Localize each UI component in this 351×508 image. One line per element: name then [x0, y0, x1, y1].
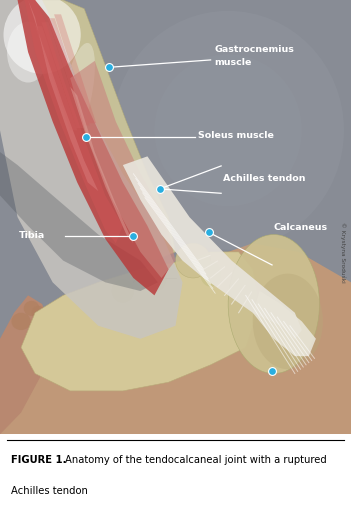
Polygon shape [21, 252, 260, 391]
Polygon shape [70, 61, 176, 278]
Ellipse shape [24, 301, 39, 316]
Ellipse shape [253, 274, 323, 369]
Polygon shape [25, 0, 123, 243]
Ellipse shape [60, 43, 95, 148]
Polygon shape [253, 291, 316, 356]
Polygon shape [48, 18, 90, 125]
Polygon shape [0, 0, 183, 339]
Point [83, 133, 89, 141]
Point [131, 232, 136, 240]
Text: Achilles tendon: Achilles tendon [11, 486, 87, 496]
Polygon shape [41, 22, 84, 128]
Ellipse shape [11, 313, 31, 330]
Point [157, 185, 163, 193]
Ellipse shape [226, 256, 349, 421]
Polygon shape [54, 14, 96, 123]
Text: © Krystyna Sroduśki: © Krystyna Sroduśki [340, 221, 346, 282]
Polygon shape [0, 295, 53, 434]
Text: Gastrocnemius: Gastrocnemius [214, 45, 294, 54]
Polygon shape [28, 0, 98, 191]
Text: FIGURE 1.: FIGURE 1. [11, 455, 66, 465]
Ellipse shape [4, 0, 81, 74]
Polygon shape [0, 243, 351, 434]
Ellipse shape [112, 279, 134, 303]
Text: Soleus muscle: Soleus muscle [198, 131, 274, 140]
Polygon shape [35, 26, 77, 131]
Ellipse shape [32, 306, 46, 320]
Text: Anatomy of the tendocalcaneal joint with a ruptured: Anatomy of the tendocalcaneal joint with… [65, 455, 327, 465]
Ellipse shape [228, 235, 319, 373]
Polygon shape [0, 152, 158, 291]
Ellipse shape [142, 264, 167, 292]
Text: Achilles tendon: Achilles tendon [223, 174, 305, 182]
Ellipse shape [200, 261, 221, 287]
Ellipse shape [176, 243, 211, 278]
Text: muscle: muscle [214, 58, 251, 68]
Point [269, 367, 275, 375]
Ellipse shape [7, 22, 49, 82]
Polygon shape [123, 156, 302, 339]
Ellipse shape [112, 11, 344, 250]
Polygon shape [18, 0, 176, 261]
Ellipse shape [154, 54, 302, 206]
Polygon shape [18, 0, 168, 295]
Point [106, 64, 112, 72]
Text: Calcaneus: Calcaneus [274, 223, 328, 232]
Polygon shape [70, 87, 133, 243]
Point [206, 228, 212, 236]
Text: Tibia: Tibia [19, 231, 46, 240]
